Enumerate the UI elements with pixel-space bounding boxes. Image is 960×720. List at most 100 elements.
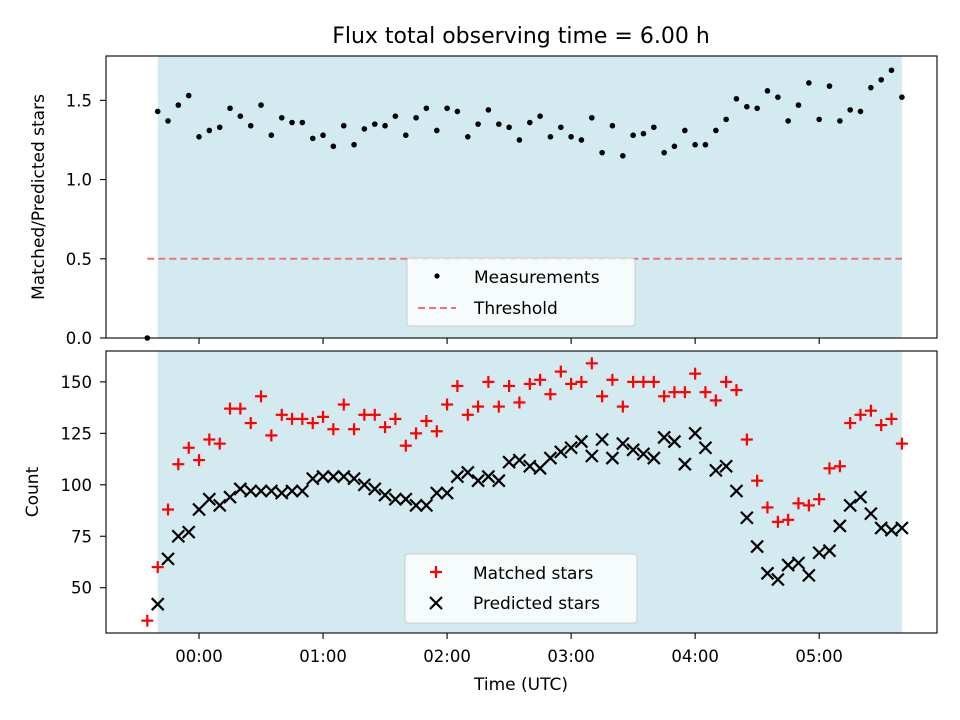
measurement-point [609,122,616,129]
measurement-point [258,102,264,108]
bottom-x-tick-label: 01:00 [299,647,347,666]
matched-star-point [503,379,516,392]
matched-star-point [162,503,175,516]
predicted-star-point [709,463,723,478]
predicted-star-point [212,498,227,513]
measurement-point [568,133,574,140]
measurement-point [599,149,605,156]
measurement-point [330,143,337,150]
matched-star-point [833,460,846,473]
predicted-star-point [512,453,527,467]
measurement-point [496,121,502,127]
measurement-point [806,80,812,86]
measurement-point [175,102,182,108]
matched-star-point [317,410,330,423]
matched-star-point [213,437,226,450]
measurement-point [154,108,161,115]
predicted-star-point [357,478,372,492]
measurement-point [485,107,492,113]
predicted-star-point [523,459,537,474]
measurement-point [433,127,440,134]
matched-star-point [885,412,898,425]
matched-star-point [782,513,795,526]
measurement-point [537,113,543,120]
matched-star-point [151,561,164,574]
measurement-point [516,137,523,143]
predicted-star-point [430,486,444,500]
matched-star-point [358,408,371,421]
measurement-point [640,130,647,137]
matched-star-point [244,417,257,430]
predicted-star-point [781,558,795,572]
bottom-legend-box [404,553,638,624]
predicted-star-point [492,473,506,488]
predicted-star-point [192,502,206,517]
top-y-axis-label: Matched/Predicted stars [29,94,49,300]
matched-star-point [523,377,536,390]
matched-star-point [813,493,826,506]
top-panel: 0.0 0.5 1.0 1.5 Matched/Predicted stars Mea… [29,55,938,348]
matched-star-point [616,400,629,413]
matched-star-point [286,412,299,425]
measurement-point [527,119,533,126]
bottom-y-tick-label: 75 [71,527,92,546]
measurement-point [237,113,244,120]
predicted-star-point [533,461,547,476]
bottom-x-axis-label: Time (UTC) [473,675,568,695]
bottom-x-tick-label: 03:00 [547,647,595,666]
top-y-tick-label: 0.5 [66,250,92,269]
predicted-star-point [657,430,671,445]
predicted-star-point [843,498,857,513]
measurement-point [196,133,202,140]
legend-matched-label: Matched stars [473,564,593,584]
measurement-point [547,133,554,140]
predicted-star-point [254,484,268,498]
top-legend: Measurements Threshold [406,257,636,327]
predicted-star-point [471,473,485,488]
matched-star-point [895,437,908,450]
predicted-star-point [161,552,175,566]
measurement-point [682,127,688,134]
predicted-star-point [202,492,217,506]
predicted-star-point [502,455,516,469]
measurement-point [826,83,833,89]
measurement-point [775,94,781,100]
predicted-star-point [895,521,909,535]
predicted-star-point [585,449,599,463]
predicted-star-point [647,451,661,465]
matched-star-point [761,501,774,514]
matched-star-point [337,398,350,411]
legend-measurements-label: Measurements [474,268,600,288]
matched-star-point [410,427,423,440]
top-axes-frame [105,55,938,339]
predicted-star-point [729,484,744,498]
matched-star-point [389,412,402,425]
predicted-star-point [388,492,403,506]
matched-star-point [554,365,567,378]
matched-star-point [296,412,309,425]
predicted-star-point [409,498,423,513]
predicted-star-point [336,469,351,484]
matched-star-point [596,390,609,403]
matched-star-point [379,421,392,434]
predicted-star-point [264,484,279,498]
predicted-star-point [440,486,454,500]
matched-star-point [172,458,185,471]
matched-star-point [399,439,412,452]
measurement-point [702,141,709,148]
bottom-x-tick-label: 00:00 [175,647,223,666]
predicted-star-point [853,490,868,504]
top-y-ticks: 0.0 0.5 1.0 1.5 [66,91,106,348]
measurement-point [837,118,843,124]
matched-star-point [678,386,691,399]
bottom-y-tick-label: 100 [61,476,93,495]
measurement-point [558,124,564,131]
legend-predicted-label: Predicted stars [473,594,600,614]
matched-star-point [420,414,433,427]
measurement-point [371,121,378,127]
matched-star-point [751,474,764,487]
legend-threshold-label: Threshold [473,299,558,319]
matched-star-point [606,373,619,386]
matched-star-point [647,375,660,388]
